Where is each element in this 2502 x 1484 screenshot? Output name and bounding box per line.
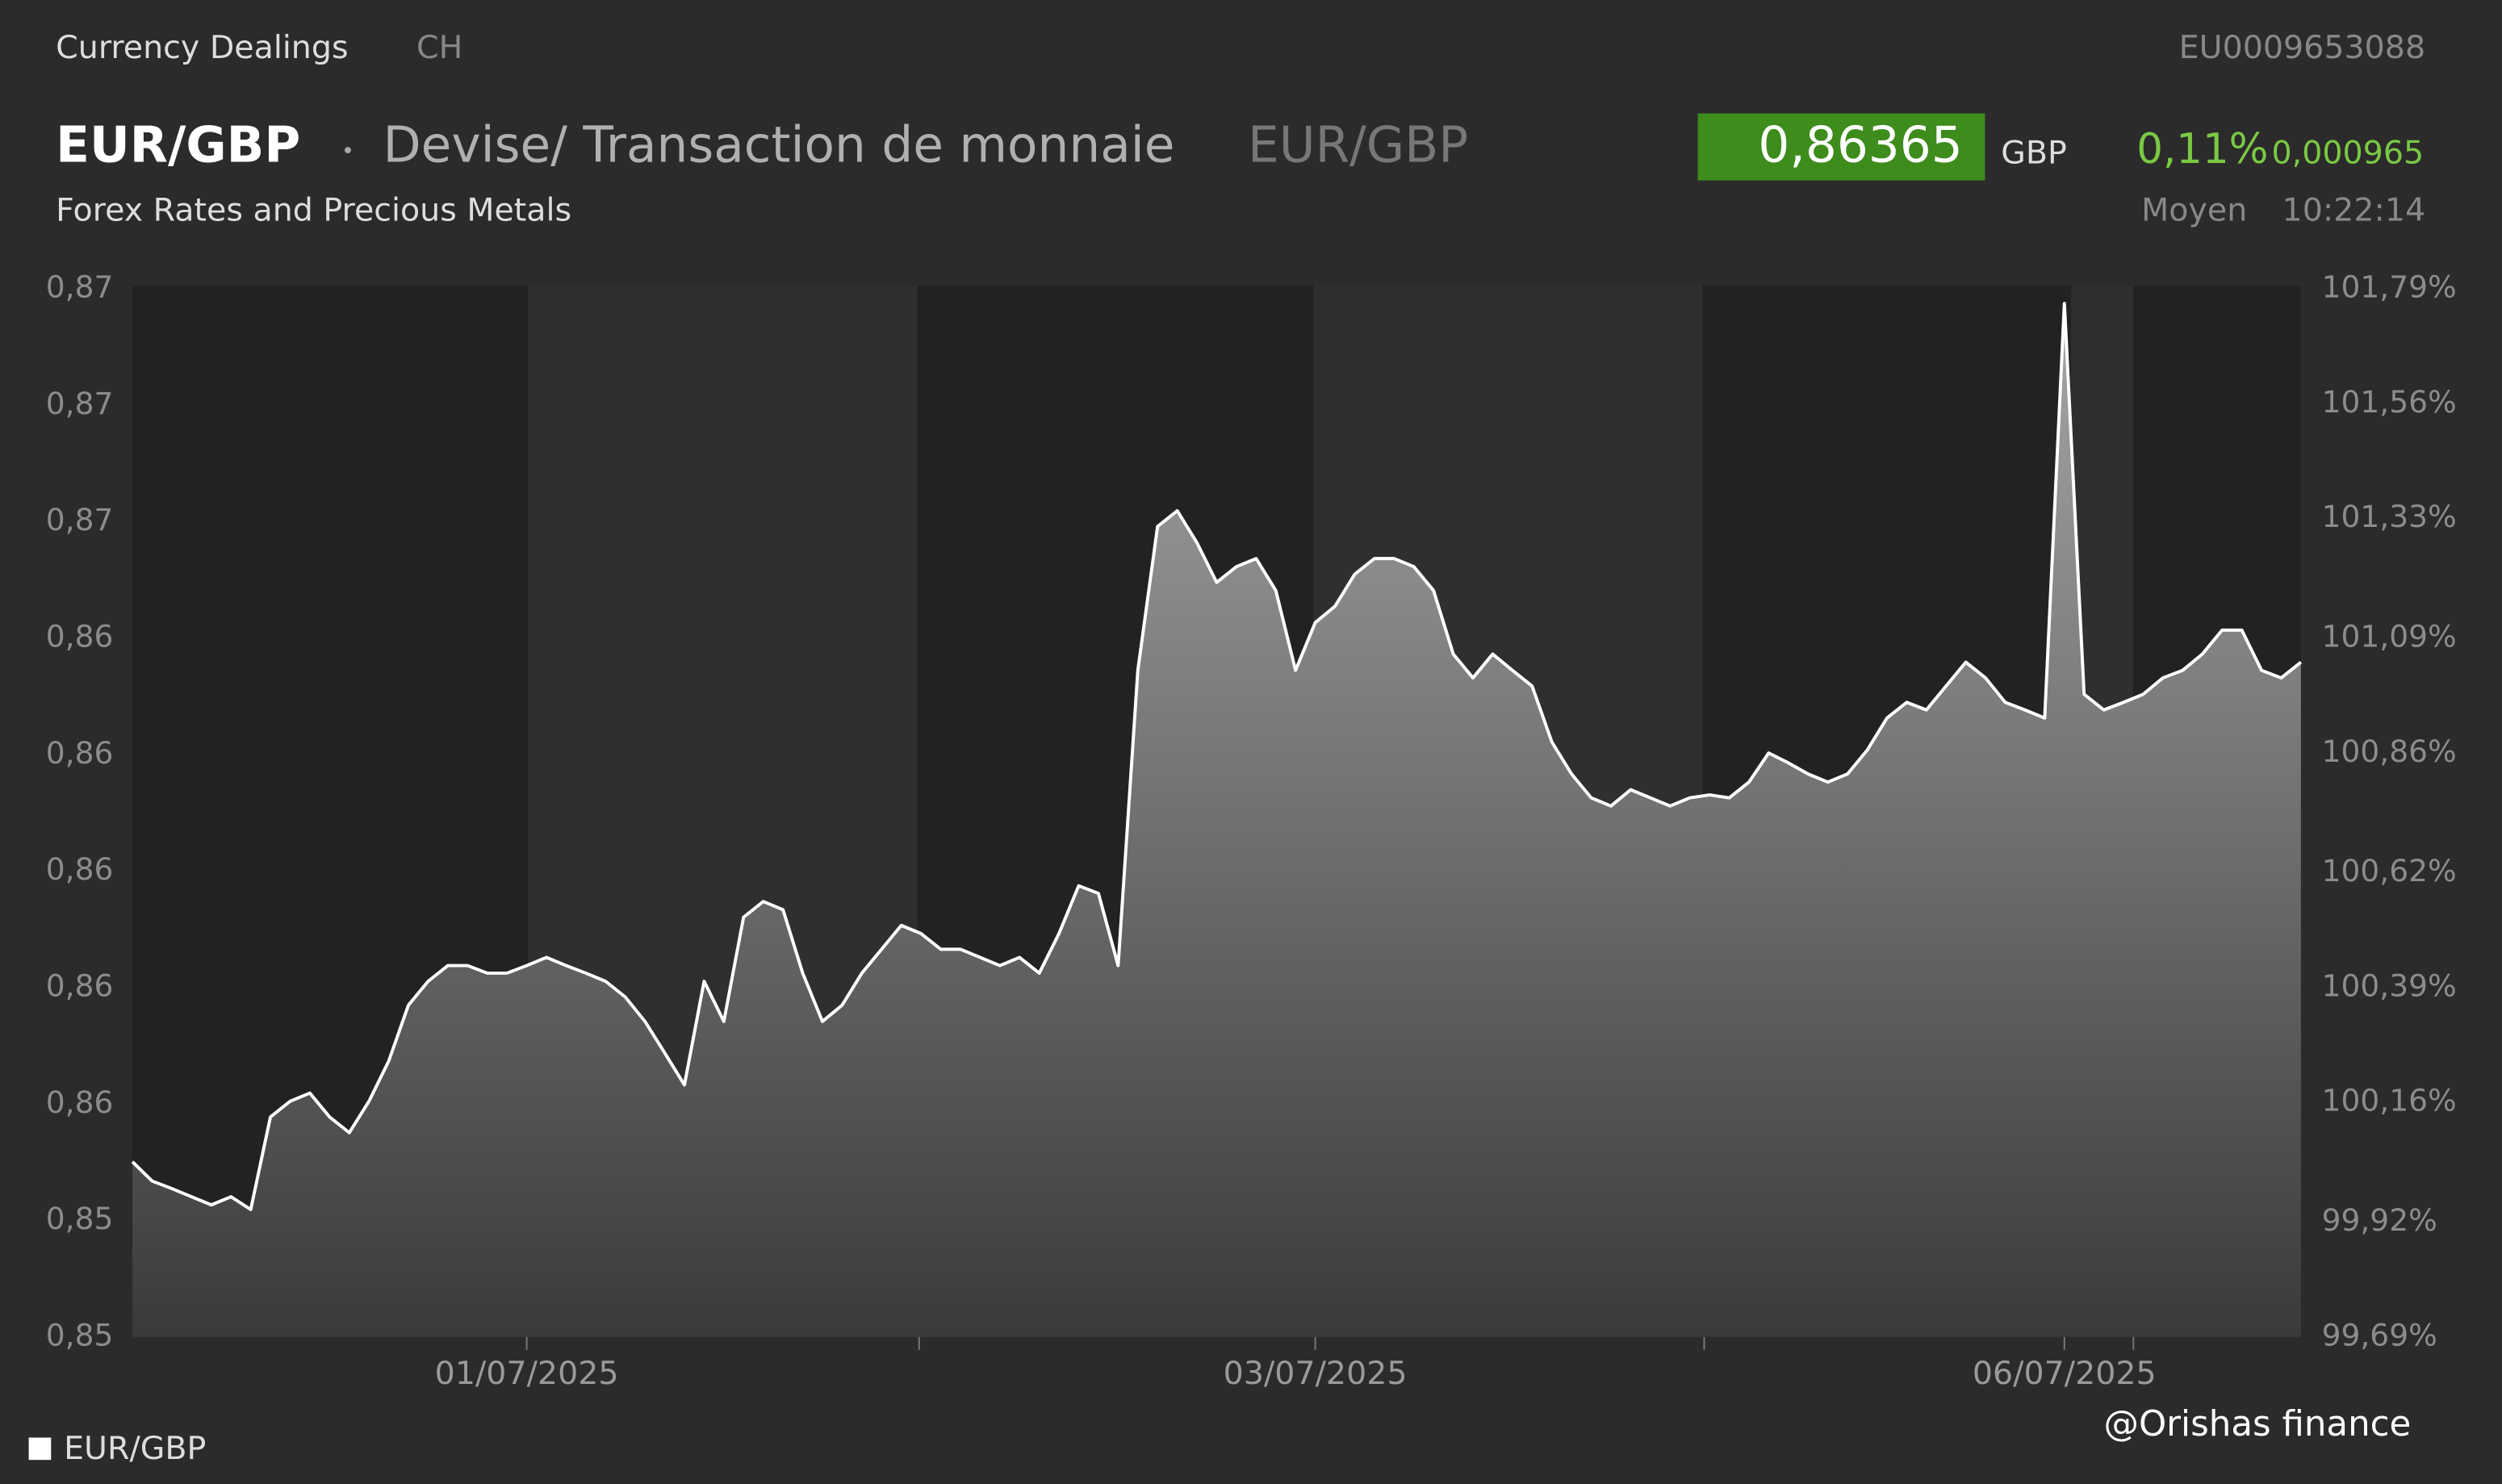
price-type: Moyen xyxy=(2141,192,2247,229)
y2-tick-label: 101,79% xyxy=(2322,270,2457,305)
currency: GBP xyxy=(2001,134,2067,171)
x-tick-label: 06/07/2025 xyxy=(1973,1355,2157,1392)
legend-swatch xyxy=(28,1437,52,1461)
subtitle: Forex Rates and Precious Metals xyxy=(56,192,571,229)
y2-tick-label: 99,69% xyxy=(2322,1317,2437,1352)
y2-tick-label: 100,86% xyxy=(2322,734,2457,769)
y-tick-label: 0,85 xyxy=(46,1201,114,1236)
y2-tick-label: 101,56% xyxy=(2322,384,2457,420)
y-tick-label: 0,87 xyxy=(46,270,114,305)
minor-ticks xyxy=(918,1336,2135,1350)
y-tick-label: 0,86 xyxy=(46,618,114,654)
change-abs: 0,000965 xyxy=(2272,134,2425,171)
y-tick-label: 0,87 xyxy=(46,386,114,421)
plot: 0,85 0,85 0,86 0,86 0,86 0,86 0,86 0,87 0,87 0,87… xyxy=(46,270,2457,1392)
time: 10:22:14 xyxy=(2282,192,2426,229)
legend-label: EUR/GBP xyxy=(64,1430,206,1467)
y2-tick-label: 101,33% xyxy=(2322,499,2457,534)
y2-tick-label: 100,62% xyxy=(2322,853,2457,888)
y2-tick-label: 99,92% xyxy=(2322,1202,2437,1238)
y-tick-label: 0,86 xyxy=(46,851,114,887)
y2-tick-label: 101,09% xyxy=(2322,618,2457,654)
price-line xyxy=(131,302,2303,1211)
y2-tick-label: 100,16% xyxy=(2322,1083,2457,1118)
y-tick-label: 0,87 xyxy=(46,502,114,537)
symbol-alt: EUR/GBP xyxy=(1248,117,1468,174)
area-fill xyxy=(132,303,2301,1337)
x-tick-label: 01/07/2025 xyxy=(435,1355,619,1392)
description: Devise/ Transaction de monnaie xyxy=(383,117,1174,174)
price: 0,86365 xyxy=(1758,117,1962,174)
isin: EU0009653088 xyxy=(2179,29,2425,66)
y-tick-label: 0,85 xyxy=(46,1317,114,1352)
section: Currency Dealings xyxy=(56,29,348,66)
symbol: EUR/GBP xyxy=(56,117,300,174)
watermark: @Orishas finance xyxy=(2103,1404,2411,1444)
change-pct: 0,11% xyxy=(2136,125,2268,173)
y-tick-label: 0,86 xyxy=(46,735,114,771)
separator xyxy=(345,147,351,153)
price-box xyxy=(1697,113,1985,181)
y-tick-label: 0,86 xyxy=(46,1085,114,1120)
x-tick-label: 03/07/2025 xyxy=(1224,1355,1408,1392)
market: CH xyxy=(416,29,462,66)
y2-tick-label: 100,39% xyxy=(2322,968,2457,1003)
y-tick-label: 0,86 xyxy=(46,968,114,1003)
